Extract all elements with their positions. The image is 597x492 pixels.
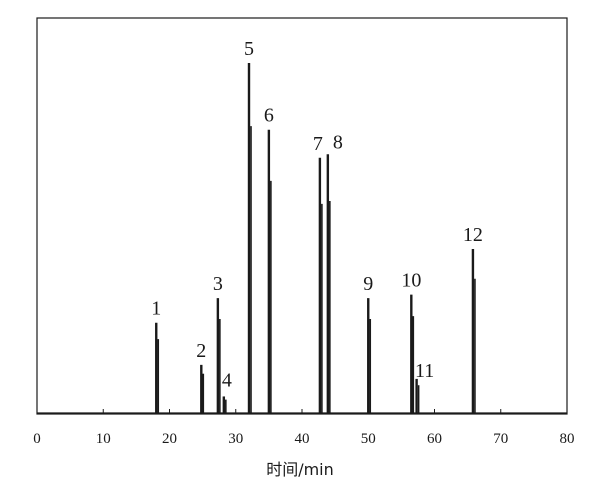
x-tick-label-0: 0 [33,431,41,447]
x-tick-label-60: 60 [427,431,442,447]
peak-label-8: 8 [333,131,343,153]
plot-frame [36,17,568,415]
x-tick-label-70: 70 [493,431,508,447]
peak-label-3: 3 [213,273,223,295]
peak-label-9: 9 [363,273,373,295]
x-tick-label-80: 80 [560,431,575,447]
x-tick-label-30: 30 [228,431,243,447]
peaks-group [155,63,476,413]
x-tick-label-20: 20 [162,431,177,447]
x-tick-label-40: 40 [295,431,310,447]
peak-label-1: 1 [151,298,161,320]
peak-label-10: 10 [401,270,421,292]
peak-label-5: 5 [244,38,254,60]
peak-label-7: 7 [313,133,323,155]
x-ticks-group: 0 10 20 30 40 50 60 70 80 [33,409,575,447]
peak-label-6: 6 [264,105,274,127]
peak-label-11: 11 [415,360,434,382]
peak-label-4: 4 [222,369,232,391]
x-tick-label-50: 50 [361,431,376,447]
peak-label-12: 12 [463,224,483,246]
peak-label-2: 2 [196,340,206,362]
x-axis-label: 时间/min [266,460,334,479]
x-tick-label-10: 10 [96,431,111,447]
